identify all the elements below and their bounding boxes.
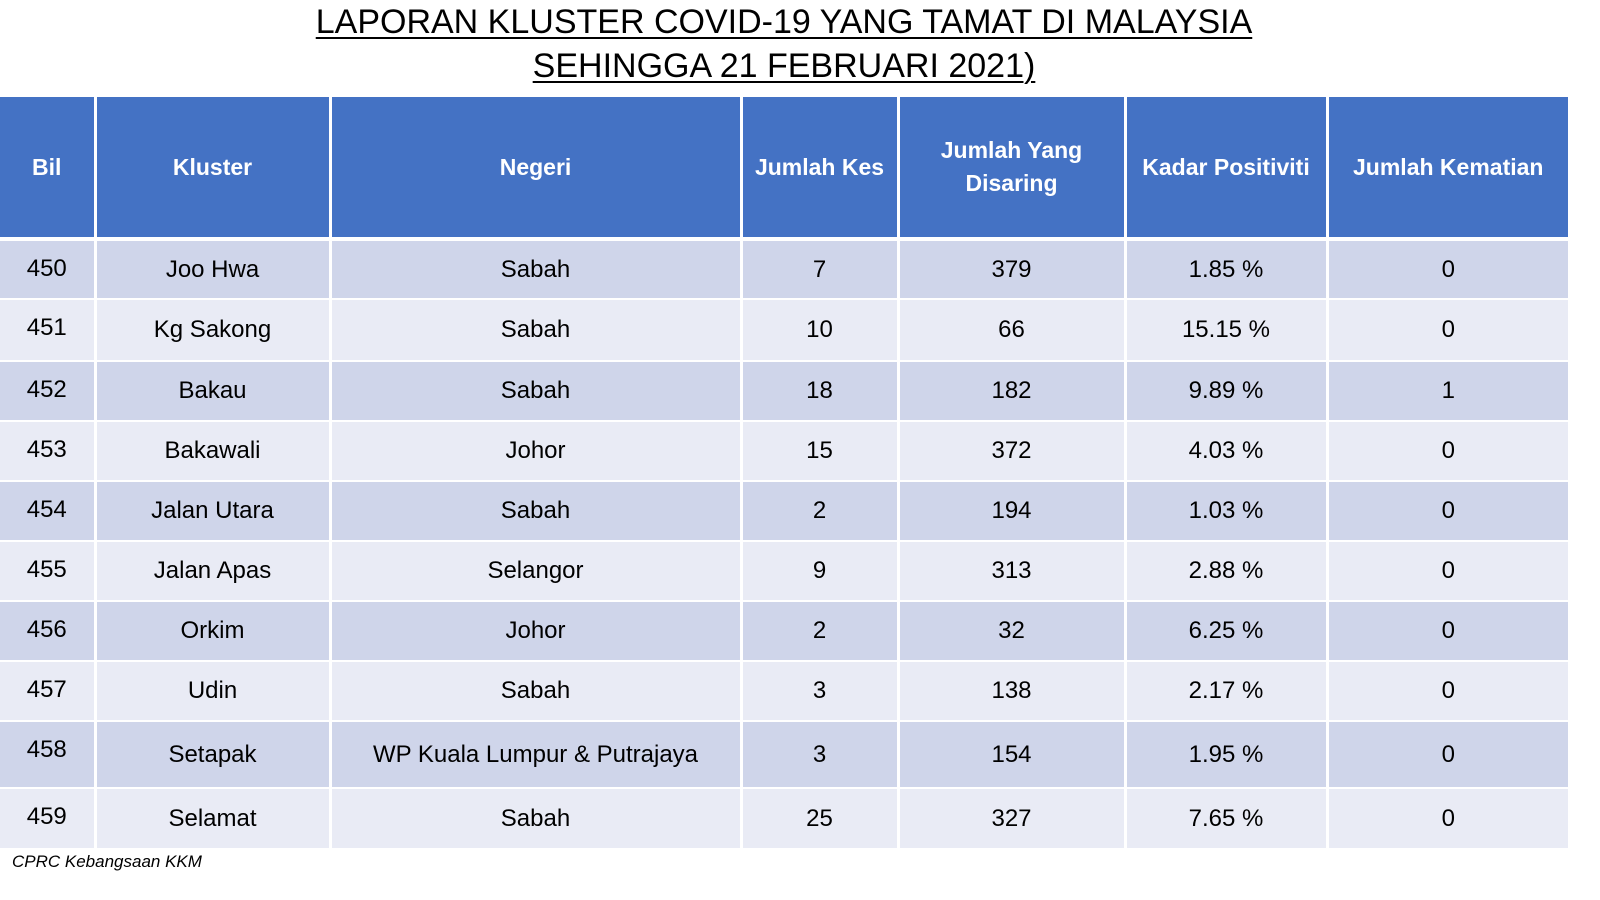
cell-jumlah-disaring: 327: [898, 788, 1127, 850]
cell-negeri: WP Kuala Lumpur & Putrajaya: [330, 721, 743, 789]
cell-negeri: Sabah: [330, 661, 743, 722]
cell-kadar-positiviti: 1.85 %: [1125, 239, 1329, 300]
cell-jumlah-kematian: 1: [1327, 361, 1568, 422]
cell-jumlah-disaring: 379: [898, 239, 1127, 300]
cell-kadar-positiviti: 15.15 %: [1125, 299, 1329, 362]
cell-kadar-positiviti: 4.03 %: [1125, 421, 1329, 482]
source-note: CPRC Kebangsaan KKM: [12, 852, 202, 871]
table-row: 454 Jalan Utara Sabah 2 194 1.03 % 0: [0, 481, 1568, 542]
cell-bil: 455: [0, 541, 97, 602]
cell-negeri: Johor: [330, 421, 743, 482]
cell-jumlah-kematian: 0: [1327, 661, 1568, 722]
table-row: 450 Joo Hwa Sabah 7 379 1.85 % 0: [0, 239, 1568, 300]
cell-jumlah-disaring: 66: [898, 299, 1127, 362]
cell-kadar-positiviti: 2.88 %: [1125, 541, 1329, 602]
table-row: 459 Selamat Sabah 25 327 7.65 % 0: [0, 788, 1568, 850]
cell-jumlah-kematian: 0: [1327, 788, 1568, 850]
cell-jumlah-disaring: 182: [898, 361, 1127, 422]
cell-jumlah-kes: 2: [741, 481, 900, 542]
cell-negeri: Sabah: [330, 788, 743, 850]
cell-negeri: Sabah: [330, 361, 743, 422]
cell-negeri: Sabah: [330, 239, 743, 300]
cell-kluster: Joo Hwa: [95, 239, 332, 300]
cell-jumlah-kes: 15: [741, 421, 900, 482]
header-jumlah-disaring: Jumlah Yang Disaring: [898, 97, 1127, 241]
cell-bil: 458: [0, 721, 97, 789]
header-kluster: Kluster: [95, 97, 332, 241]
table-row: 453 Bakawali Johor 15 372 4.03 % 0: [0, 421, 1568, 482]
cell-jumlah-kematian: 0: [1327, 481, 1568, 542]
table-row: 452 Bakau Sabah 18 182 9.89 % 1: [0, 361, 1568, 422]
header-negeri: Negeri: [330, 97, 743, 241]
table-row: 457 Udin Sabah 3 138 2.17 % 0: [0, 661, 1568, 722]
cell-bil: 452: [0, 361, 97, 422]
cell-jumlah-disaring: 372: [898, 421, 1127, 482]
cell-jumlah-kematian: 0: [1327, 541, 1568, 602]
cell-kadar-positiviti: 1.95 %: [1125, 721, 1329, 789]
cell-bil: 454: [0, 481, 97, 542]
table-body: 450 Joo Hwa Sabah 7 379 1.85 % 0 451 Kg …: [0, 239, 1568, 850]
cell-kadar-positiviti: 7.65 %: [1125, 788, 1329, 850]
cell-jumlah-kes: 2: [741, 601, 900, 662]
cell-jumlah-kes: 18: [741, 361, 900, 422]
cell-bil: 457: [0, 661, 97, 722]
cell-kadar-positiviti: 1.03 %: [1125, 481, 1329, 542]
report-title: LAPORAN KLUSTER COVID-19 YANG TAMAT DI M…: [0, 0, 1568, 88]
cell-kluster: Kg Sakong: [95, 299, 332, 362]
header-jumlah-kes: Jumlah Kes: [741, 97, 900, 241]
cell-negeri: Selangor: [330, 541, 743, 602]
cell-kluster: Jalan Apas: [95, 541, 332, 602]
table-row: 455 Jalan Apas Selangor 9 313 2.88 % 0: [0, 541, 1568, 602]
cell-kluster: Selamat: [95, 788, 332, 850]
cell-jumlah-disaring: 32: [898, 601, 1127, 662]
cell-jumlah-kes: 3: [741, 661, 900, 722]
cell-kluster: Jalan Utara: [95, 481, 332, 542]
cell-negeri: Sabah: [330, 481, 743, 542]
header-bil: Bil: [0, 97, 97, 241]
cell-bil: 450: [0, 239, 97, 300]
cell-jumlah-kematian: 0: [1327, 421, 1568, 482]
table-row: 451 Kg Sakong Sabah 10 66 15.15 % 0: [0, 299, 1568, 362]
cell-kluster: Bakau: [95, 361, 332, 422]
cell-kluster: Bakawali: [95, 421, 332, 482]
table-row: 456 Orkim Johor 2 32 6.25 % 0: [0, 601, 1568, 662]
cell-jumlah-kematian: 0: [1327, 299, 1568, 362]
cell-kluster: Setapak: [95, 721, 332, 789]
cell-kluster: Udin: [95, 661, 332, 722]
cell-jumlah-kematian: 0: [1327, 601, 1568, 662]
header-kadar-positiviti: Kadar Positiviti: [1125, 97, 1329, 241]
cell-jumlah-kematian: 0: [1327, 239, 1568, 300]
cell-kadar-positiviti: 6.25 %: [1125, 601, 1329, 662]
table-header: Bil Kluster Negeri Jumlah Kes Jumlah Yan…: [0, 97, 1568, 241]
cell-jumlah-disaring: 313: [898, 541, 1127, 602]
report-title-line-1: LAPORAN KLUSTER COVID-19 YANG TAMAT DI M…: [315, 3, 1253, 41]
cell-negeri: Sabah: [330, 299, 743, 362]
cell-kadar-positiviti: 9.89 %: [1125, 361, 1329, 422]
cell-jumlah-kes: 9: [741, 541, 900, 602]
report-title-line-2: SEHINGGA 21 FEBRUARI 2021): [532, 47, 1036, 85]
cell-jumlah-disaring: 194: [898, 481, 1127, 542]
cell-kluster: Orkim: [95, 601, 332, 662]
cell-jumlah-kes: 25: [741, 788, 900, 850]
cluster-table: Bil Kluster Negeri Jumlah Kes Jumlah Yan…: [0, 97, 1568, 850]
cell-jumlah-kematian: 0: [1327, 721, 1568, 789]
cell-jumlah-kes: 7: [741, 239, 900, 300]
header-row: Bil Kluster Negeri Jumlah Kes Jumlah Yan…: [0, 97, 1568, 241]
cell-jumlah-disaring: 154: [898, 721, 1127, 789]
cell-jumlah-kes: 3: [741, 721, 900, 789]
cell-bil: 459: [0, 788, 97, 850]
header-jumlah-kematian: Jumlah Kematian: [1327, 97, 1568, 241]
cell-kadar-positiviti: 2.17 %: [1125, 661, 1329, 722]
cell-bil: 456: [0, 601, 97, 662]
cell-bil: 453: [0, 421, 97, 482]
cell-jumlah-disaring: 138: [898, 661, 1127, 722]
cell-jumlah-kes: 10: [741, 299, 900, 362]
table-row: 458 Setapak WP Kuala Lumpur & Putrajaya …: [0, 721, 1568, 789]
cell-negeri: Johor: [330, 601, 743, 662]
cell-bil: 451: [0, 299, 97, 362]
